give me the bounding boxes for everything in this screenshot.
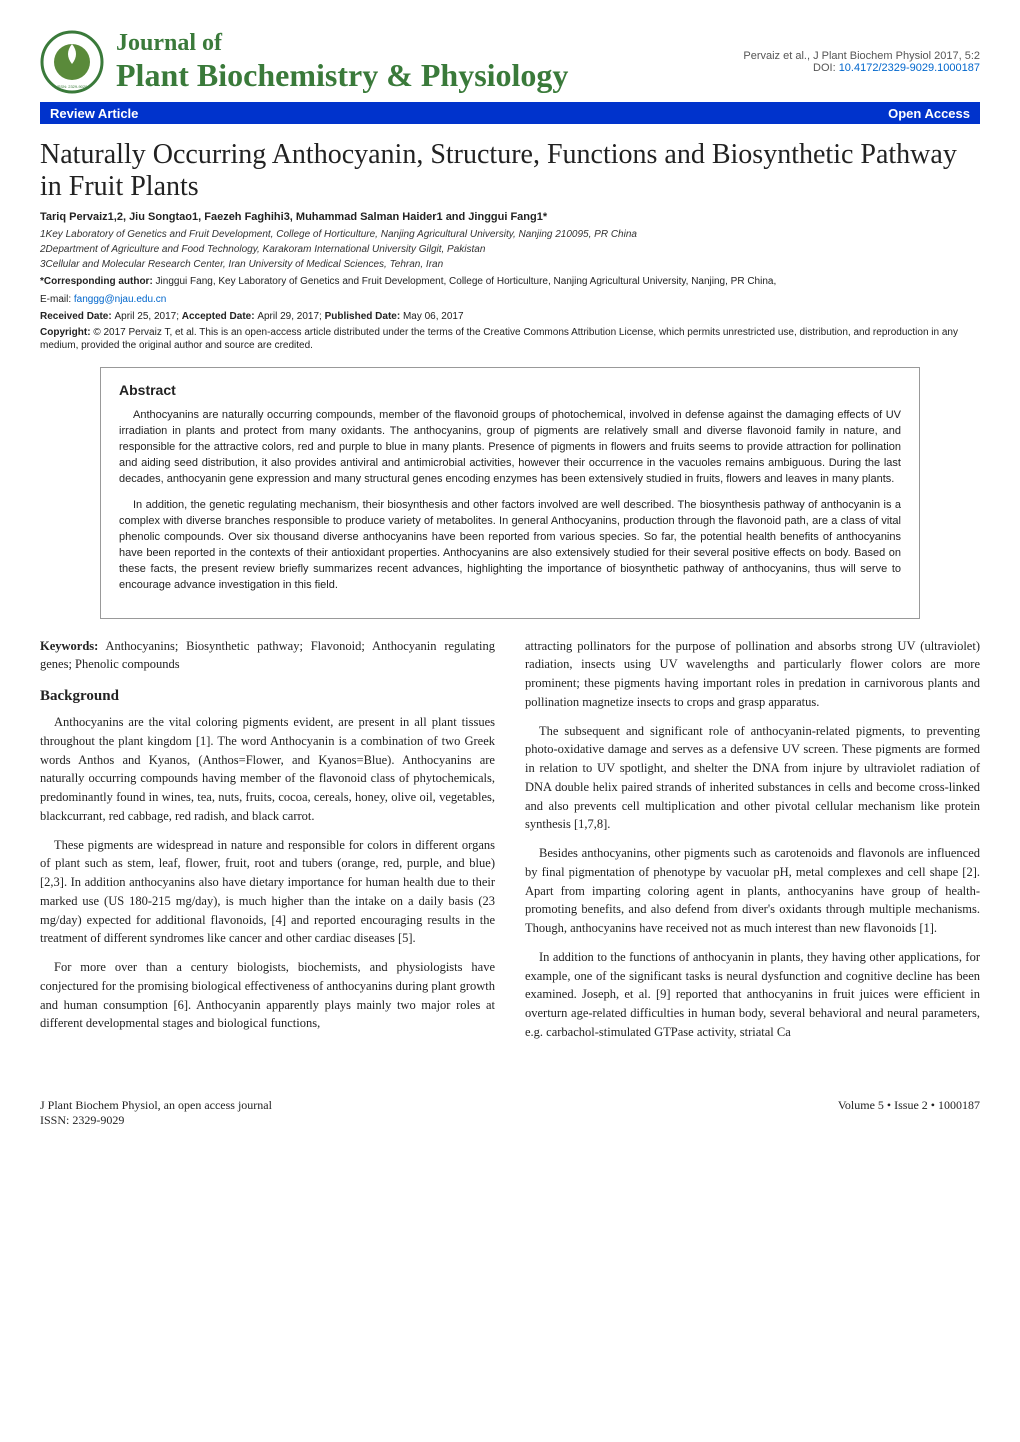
journal-sub-text: Plant Biochemistry & Physiology <box>116 57 568 94</box>
background-heading: Background <box>40 688 495 705</box>
affiliation-1: 1Key Laboratory of Genetics and Fruit De… <box>40 229 980 240</box>
article-title: Naturally Occurring Anthocyanin, Structu… <box>40 139 980 203</box>
journal-logo-icon: ISSN: 2329-9029 <box>40 30 104 94</box>
copyright-label: Copyright: <box>40 327 93 338</box>
accepted-date: April 29, 2017; <box>257 311 324 322</box>
email-label: E-mail: <box>40 294 74 305</box>
citation-text: Pervaiz et al., J Plant Biochem Physiol … <box>743 50 980 62</box>
affiliation-2: 2Department of Agriculture and Food Tech… <box>40 244 980 255</box>
authors-line: Tariq Pervaiz1,2, Jiu Songtao1, Faezeh F… <box>40 211 980 223</box>
left-p3: For more over than a century biologists,… <box>40 958 495 1033</box>
right-p3: Besides anthocyanins, other pigments suc… <box>525 844 980 938</box>
abstract-text: Anthocyanins are naturally occurring com… <box>119 408 901 593</box>
corresponding-author: *Corresponding author: Jinggui Fang, Key… <box>40 276 980 287</box>
header-citation: Pervaiz et al., J Plant Biochem Physiol … <box>743 50 980 74</box>
left-column: Keywords: Anthocyanins; Biosynthetic pat… <box>40 637 495 1052</box>
keywords-label: Keywords: <box>40 639 98 653</box>
right-column: attracting pollinators for the purpose o… <box>525 637 980 1052</box>
abstract-p1: Anthocyanins are naturally occurring com… <box>119 408 901 488</box>
corresponding-label: *Corresponding author: <box>40 276 153 287</box>
published-date: May 06, 2017 <box>403 311 464 322</box>
published-label: Published Date: <box>325 311 403 322</box>
keywords-text: Anthocyanins; Biosynthetic pathway; Flav… <box>40 639 495 672</box>
corresponding-text: Jinggui Fang, Key Laboratory of Genetics… <box>153 276 776 287</box>
accepted-label: Accepted Date: <box>182 311 258 322</box>
footer-left: J Plant Biochem Physiol, an open access … <box>40 1098 272 1129</box>
copyright-line: Copyright: © 2017 Pervaiz T, et al. This… <box>40 326 980 352</box>
doi-link[interactable]: 10.4172/2329-9029.1000187 <box>839 62 980 74</box>
received-label: Received Date: <box>40 311 114 322</box>
article-type-bar: Review Article Open Access <box>40 102 980 124</box>
journal-of-text: Journal of <box>116 30 568 57</box>
doi-label: DOI: <box>813 62 839 74</box>
right-p1: attracting pollinators for the purpose o… <box>525 637 980 712</box>
right-p2: The subsequent and significant role of a… <box>525 722 980 835</box>
left-p2: These pigments are widespread in nature … <box>40 836 495 949</box>
bar-right: Open Access <box>888 106 970 121</box>
logo-title-group: ISSN: 2329-9029 Journal of Plant Biochem… <box>40 30 568 94</box>
copyright-text: © 2017 Pervaiz T, et al. This is an open… <box>40 327 958 351</box>
abstract-p2: In addition, the genetic regulating mech… <box>119 498 901 594</box>
footer-issn: ISSN: 2329-9029 <box>40 1113 272 1129</box>
left-body-text: Anthocyanins are the vital coloring pigm… <box>40 713 495 1033</box>
svg-text:ISSN: 2329-9029: ISSN: 2329-9029 <box>57 84 88 89</box>
footer-journal: J Plant Biochem Physiol, an open access … <box>40 1098 272 1114</box>
doi-line: DOI: 10.4172/2329-9029.1000187 <box>743 62 980 74</box>
bar-left: Review Article <box>50 106 138 121</box>
header: ISSN: 2329-9029 Journal of Plant Biochem… <box>40 30 980 94</box>
abstract-title: Abstract <box>119 382 901 398</box>
right-body-text: attracting pollinators for the purpose o… <box>525 637 980 1042</box>
footer-volume: Volume 5 • Issue 2 • 1000187 <box>838 1098 980 1129</box>
left-p1: Anthocyanins are the vital coloring pigm… <box>40 713 495 826</box>
abstract-box: Abstract Anthocyanins are naturally occu… <box>100 367 920 618</box>
dates-line: Received Date: April 25, 2017; Accepted … <box>40 311 980 322</box>
footer: J Plant Biochem Physiol, an open access … <box>40 1092 980 1129</box>
email-link[interactable]: fanggg@njau.edu.cn <box>74 294 166 305</box>
email-line: E-mail: fanggg@njau.edu.cn <box>40 289 980 307</box>
received-date: April 25, 2017; <box>114 311 181 322</box>
body-columns: Keywords: Anthocyanins; Biosynthetic pat… <box>40 637 980 1052</box>
right-p4: In addition to the functions of anthocya… <box>525 948 980 1042</box>
keywords-line: Keywords: Anthocyanins; Biosynthetic pat… <box>40 637 495 675</box>
journal-name: Journal of Plant Biochemistry & Physiolo… <box>116 30 568 94</box>
affiliation-3: 3Cellular and Molecular Research Center,… <box>40 259 980 270</box>
